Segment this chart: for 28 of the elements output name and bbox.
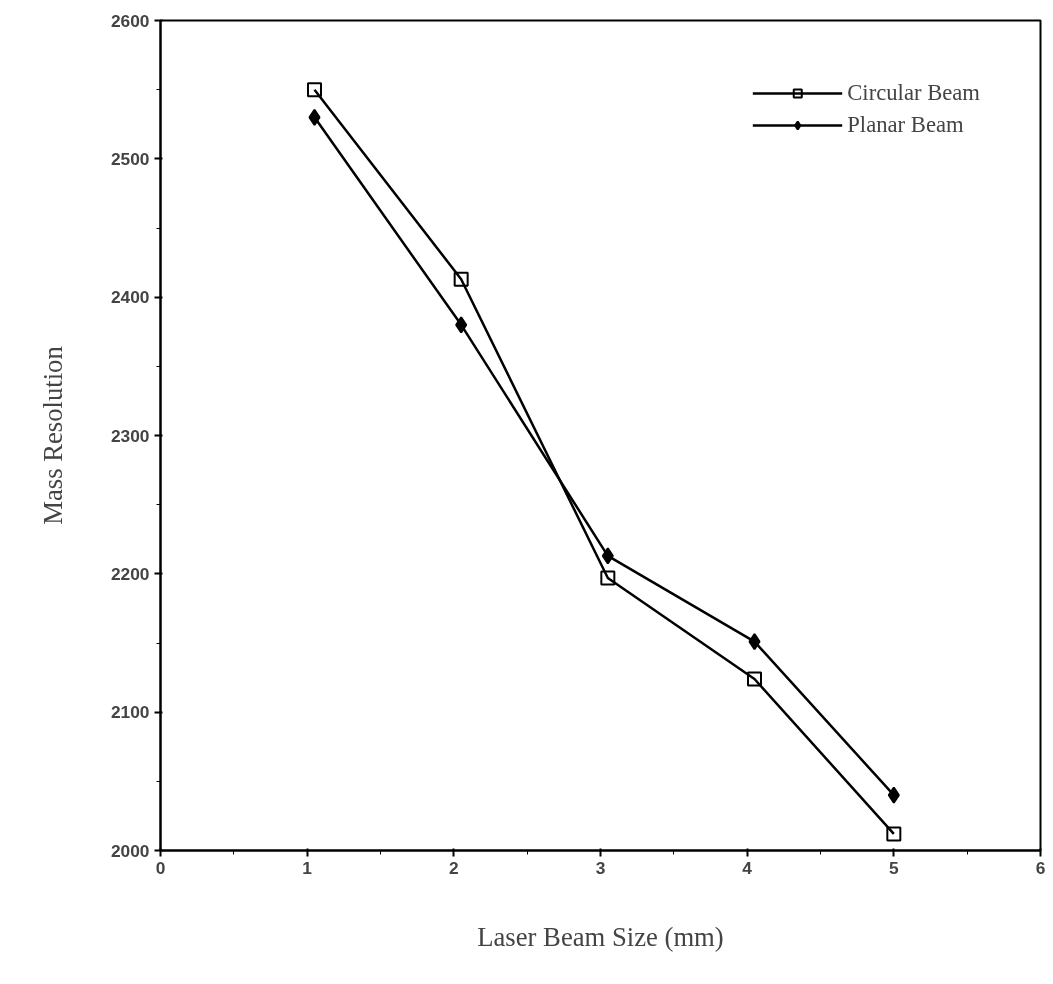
point	[308, 108, 321, 126]
point	[307, 82, 322, 98]
legend-label: Circular Beam	[847, 80, 980, 106]
point	[601, 547, 614, 565]
point	[886, 826, 902, 842]
x-tick-label: 2	[449, 857, 459, 878]
y-tick-label: 2600	[110, 10, 150, 31]
point	[455, 316, 468, 334]
point	[600, 570, 616, 586]
y-tick-label: 2200	[110, 563, 150, 584]
y-tick-label: 2500	[110, 148, 150, 169]
x-tick-label: 3	[595, 857, 606, 878]
x-tick-label: 5	[889, 857, 900, 878]
y-axis-title: Mass Resolution	[37, 346, 68, 525]
point	[747, 671, 762, 687]
y-tick-label: 2300	[110, 425, 150, 446]
point	[453, 271, 469, 287]
y-tick-label: 2400	[110, 287, 150, 308]
x-tick-label: 0	[155, 857, 166, 878]
x-tick-label: 6	[1035, 857, 1046, 878]
point	[887, 786, 900, 804]
y-tick-label: 2100	[110, 702, 150, 723]
y-tick-label: 2000	[110, 840, 150, 861]
point	[748, 633, 761, 651]
x-axis-title: Laser Beam Size (mm)	[477, 921, 724, 952]
x-tick-label: 1	[302, 857, 313, 878]
x-tick-label: 4	[742, 857, 753, 878]
legend-label: Planar Beam	[847, 112, 964, 138]
